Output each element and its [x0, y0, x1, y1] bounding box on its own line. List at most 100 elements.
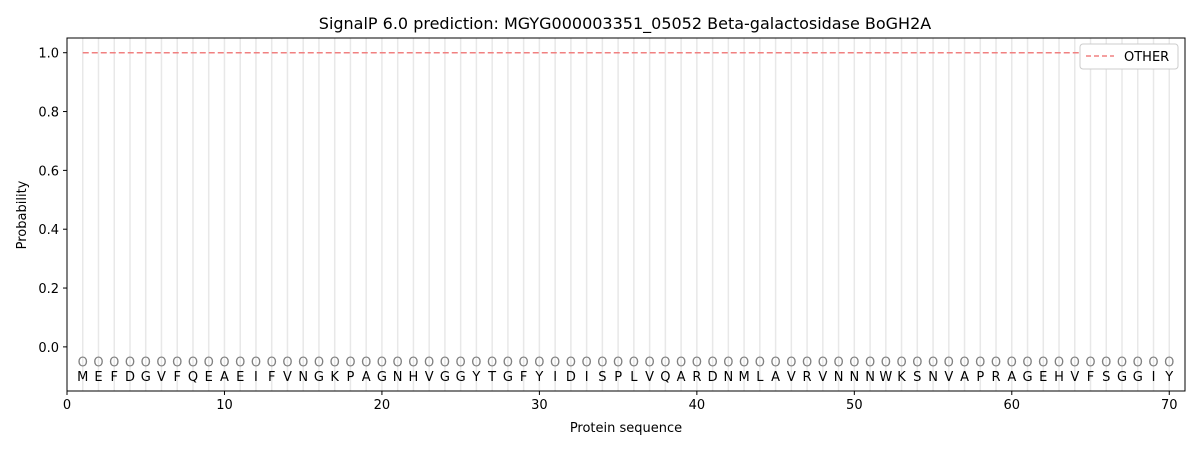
residue-label: N [849, 370, 859, 385]
y-tick-label: 1.0 [38, 47, 59, 62]
residue-label: D [708, 370, 718, 385]
region-marker: O [282, 356, 292, 371]
region-marker: O [1054, 356, 1064, 371]
region-marker: O [219, 356, 229, 371]
region-marker: O [408, 356, 418, 371]
region-marker: O [707, 356, 717, 371]
region-marker: O [141, 356, 151, 371]
y-tick-label: 0.4 [38, 223, 59, 238]
residue-label: D [566, 370, 576, 385]
region-marker: O [550, 356, 560, 371]
residue-label: F [173, 370, 180, 385]
legend-box [1079, 43, 1179, 70]
region-marker: O [78, 356, 88, 371]
region-marker: O [471, 356, 481, 371]
residue-label: N [393, 370, 403, 385]
region-marker: O [645, 356, 655, 371]
residue-label: N [834, 370, 844, 385]
x-tick-label: 0 [63, 398, 71, 413]
residue-label: V [157, 370, 166, 385]
residue-label: V [944, 370, 953, 385]
residue-label: G [456, 370, 466, 385]
y-tick-label: 0.8 [38, 106, 59, 121]
residue-label: A [362, 370, 371, 385]
x-tick-label: 10 [216, 398, 233, 413]
residue-label: Y [1164, 370, 1173, 385]
region-marker: O [298, 356, 308, 371]
residue-label: P [614, 370, 622, 385]
region-marker: O [156, 356, 166, 371]
legend-label-other: OTHER [1124, 50, 1169, 65]
region-marker: O [204, 356, 214, 371]
residue-label: G [1022, 370, 1032, 385]
region-marker: O [582, 356, 592, 371]
residue-label: R [803, 370, 812, 385]
region-marker: O [723, 356, 733, 371]
residue-label: K [897, 370, 906, 385]
residue-label: V [283, 370, 292, 385]
residue-label: E [94, 370, 102, 385]
residue-label: H [1054, 370, 1064, 385]
residue-label: Y [534, 370, 543, 385]
x-tick-label: 50 [846, 398, 863, 413]
residue-label: S [913, 370, 921, 385]
region-marker: O [1070, 356, 1080, 371]
region-marker: O [739, 356, 749, 371]
residue-label: Q [660, 370, 670, 385]
x-tick-label: 60 [1004, 398, 1021, 413]
residue-label: S [598, 370, 606, 385]
region-marker: O [235, 356, 245, 371]
legend: OTHER [1079, 43, 1179, 70]
region-marker: O [267, 356, 277, 371]
region-marker: O [93, 356, 103, 371]
residue-label: V [787, 370, 796, 385]
x-tick-label: 70 [1161, 398, 1178, 413]
region-marker: O [345, 356, 355, 371]
residue-label: N [298, 370, 308, 385]
residue-label: H [409, 370, 419, 385]
residue-label: F [520, 370, 527, 385]
x-tick-label: 20 [374, 398, 391, 413]
region-marker: O [456, 356, 466, 371]
region-marker: O [818, 356, 828, 371]
region-marker: O [330, 356, 340, 371]
region-marker: O [991, 356, 1001, 371]
region-marker: O [959, 356, 969, 371]
region-marker: O [503, 356, 513, 371]
y-tick-label: 0.6 [38, 164, 59, 179]
region-marker: O [1085, 356, 1095, 371]
region-marker: O [188, 356, 198, 371]
residue-label: A [677, 370, 686, 385]
residue-label: G [314, 370, 324, 385]
region-marker: O [833, 356, 843, 371]
region-marker: O [1038, 356, 1048, 371]
residue-label: A [220, 370, 229, 385]
x-tick-label: 40 [689, 398, 706, 413]
region-marker: O [597, 356, 607, 371]
region-marker: O [865, 356, 875, 371]
residue-label: I [553, 370, 557, 385]
region-marker: O [802, 356, 812, 371]
y-axis-label: Probability [15, 180, 30, 249]
residue-label: K [330, 370, 339, 385]
residue-label: E [205, 370, 213, 385]
region-marker: O [424, 356, 434, 371]
residue-label: Q [188, 370, 198, 385]
region-marker: O [849, 356, 859, 371]
region-marker: O [1101, 356, 1111, 371]
y-tick-label: 0.2 [38, 282, 59, 297]
region-marker: O [928, 356, 938, 371]
residue-label: P [347, 370, 355, 385]
axes: 0 10 20 30 40 50 60 70 0.0 0.2 0.4 0.6 0.8 1.0 [38, 47, 1177, 413]
residue-label: G [141, 370, 151, 385]
residue-label: T [487, 370, 496, 385]
residue-label: F [268, 370, 275, 385]
residue-label: P [976, 370, 984, 385]
residue-label: G [377, 370, 387, 385]
x-axis-label: Protein sequence [570, 421, 682, 436]
region-marker: O [393, 356, 403, 371]
residue-label: A [771, 370, 780, 385]
